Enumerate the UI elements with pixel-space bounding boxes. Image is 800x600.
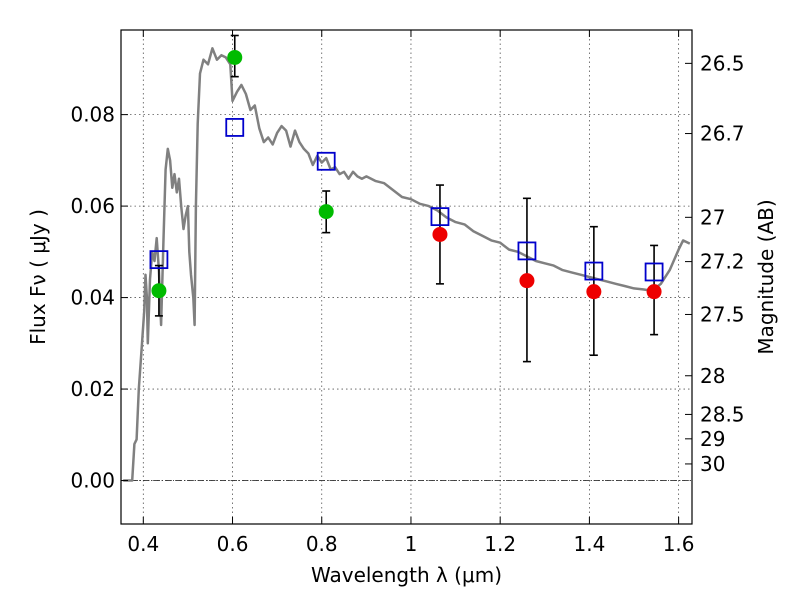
grid-lines xyxy=(121,30,692,524)
model-spectrum xyxy=(123,47,691,482)
photometry-point xyxy=(519,273,535,289)
y2-tick-label: 27 xyxy=(700,205,725,229)
y2-tick-label: 29 xyxy=(700,427,725,451)
model-band-square xyxy=(517,241,537,261)
y-tick-label: 0.02 xyxy=(70,377,115,401)
x-tick-label: 1.6 xyxy=(663,532,695,556)
x-tick-label: 1 xyxy=(405,532,418,556)
photometry-point xyxy=(586,284,602,300)
y-tick-label: 0.06 xyxy=(70,194,115,218)
photometry-point xyxy=(432,226,448,242)
model-band-square xyxy=(316,151,336,171)
x-tick-label: 1.4 xyxy=(573,532,605,556)
x-tick-label: 0.8 xyxy=(306,532,338,556)
y-axis-label: Flux Fν ( μJy ) xyxy=(26,209,50,345)
y-tick-label: 0.04 xyxy=(70,286,115,310)
y-tick-label: 0.00 xyxy=(70,469,115,493)
photometry-point xyxy=(318,204,334,220)
plot-frame xyxy=(120,29,693,525)
y2-tick-label: 26.7 xyxy=(700,122,745,146)
y2-tick-label: 26.5 xyxy=(700,51,745,75)
data-points xyxy=(149,49,664,300)
x-axis-label: Wavelength λ (μm) xyxy=(311,563,502,587)
photometry-point xyxy=(227,49,243,65)
y2-tick-label: 30 xyxy=(700,452,725,476)
y2-tick-label: 27.5 xyxy=(700,302,745,326)
y2-tick-label: 28.5 xyxy=(700,402,745,426)
y2-tick-label: 28 xyxy=(700,364,725,388)
photometry-point xyxy=(151,283,167,299)
y-axis-ticks: 0.00 0.02 0.04 0.06 0.08 xyxy=(70,103,128,493)
model-band-square xyxy=(430,207,450,227)
y-tick-label: 0.08 xyxy=(70,103,115,127)
y2-tick-label: 27.2 xyxy=(700,250,745,274)
model-band-square xyxy=(644,262,664,282)
y2-axis-label: Magnitude (AB) xyxy=(754,199,778,354)
photometry-point xyxy=(646,284,662,300)
model-spectrum-line xyxy=(123,47,691,482)
model-band-square xyxy=(584,261,604,281)
x-tick-label: 1.2 xyxy=(484,532,516,556)
x-tick-label: 0.6 xyxy=(217,532,249,556)
model-band-square xyxy=(225,118,245,137)
model-band-square xyxy=(149,250,169,270)
x-axis-ticks: 0.4 0.6 0.8 1 1.2 1.4 1.6 xyxy=(127,30,695,556)
x-tick-label: 0.4 xyxy=(127,532,159,556)
